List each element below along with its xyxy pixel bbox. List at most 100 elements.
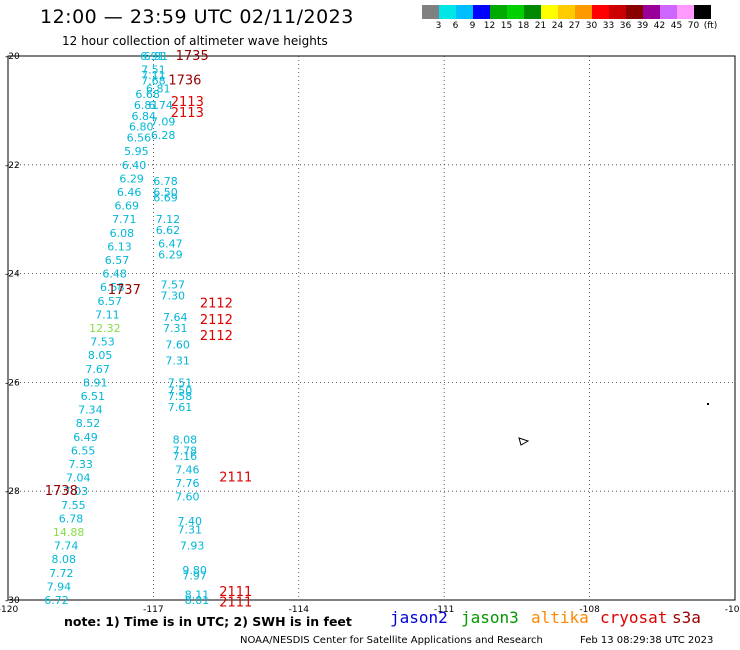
scale-swatch: [660, 5, 677, 19]
wave-height-label: 7.72: [49, 567, 74, 580]
wave-height-label: 7.67: [85, 363, 110, 376]
y-tick-label: -22: [5, 161, 20, 171]
footnote: note: 1) Time is in UTC; 2) SWH is in fe…: [64, 614, 352, 629]
wave-height-label: 7.64: [163, 311, 188, 324]
scale-label: 42: [653, 21, 666, 31]
wave-height-label: 7.68: [141, 74, 166, 87]
x-tick-label: -105: [725, 605, 740, 615]
scale-swatch: [558, 5, 575, 19]
scale-label: 18: [517, 21, 530, 31]
wave-height-label: 7.71: [112, 213, 137, 226]
wave-height-label: 7.57: [161, 278, 186, 291]
wave-height-label: 6.55: [71, 444, 96, 457]
scale-swatch: [524, 5, 541, 19]
wave-height-label: 6.50: [153, 186, 178, 199]
wave-height-label: 6.91: [140, 50, 165, 63]
wave-height-label: 9.80: [182, 564, 207, 577]
scale-swatch: [626, 5, 643, 19]
scale-label: 27: [568, 21, 581, 31]
scale-label: 21: [534, 21, 547, 31]
wave-height-label: 7.30: [161, 289, 186, 302]
wave-height-label: 7.93: [180, 540, 205, 553]
scale-label: 24: [551, 21, 564, 31]
wave-height-label: 7.60: [175, 491, 200, 504]
scale-label: 3: [435, 21, 442, 31]
wave-height-label: 6.57: [105, 254, 130, 267]
wave-height-label: 8.08: [173, 434, 198, 447]
scale-label: 39: [636, 21, 649, 31]
scale-label: 15: [500, 21, 513, 31]
cryosat-time-label: 2113: [171, 106, 204, 121]
x-tick-label: -120: [0, 605, 18, 615]
s3a-time-label: 1735: [176, 49, 209, 64]
wave-height-label: 7.03: [64, 485, 89, 498]
wave-height-label: 7.46: [175, 463, 200, 476]
wave-height-label: 14.88: [53, 526, 85, 539]
wave-height-label: 6.49: [73, 431, 98, 444]
wave-height-label: 7.94: [47, 580, 72, 593]
scale-label: 6: [452, 21, 459, 31]
x-tick-label: -111: [434, 605, 454, 615]
wave-height-label: 7.61: [168, 401, 193, 414]
wave-height-label: 8.05: [88, 349, 113, 362]
wave-height-label: 7.76: [175, 477, 200, 490]
wave-height-label: 7.97: [182, 570, 207, 583]
x-tick-label: -114: [289, 605, 310, 615]
scale-label: (ft): [703, 21, 718, 31]
scale-swatch: [507, 5, 524, 19]
wave-height-label: 7.78: [173, 444, 198, 457]
scale-label: 33: [602, 21, 615, 31]
scale-swatch: [422, 5, 439, 19]
cryosat-time-label: 2111: [219, 596, 252, 611]
scale-swatch: [592, 5, 609, 19]
scale-label: 36: [619, 21, 632, 31]
wave-height-label: 6.46: [117, 186, 142, 199]
y-tick-label: -26: [5, 378, 20, 388]
wave-height-label: 6.69: [153, 191, 178, 204]
wave-height-label: 6.91: [144, 50, 169, 63]
wave-height-color-scale: [422, 5, 711, 19]
wave-height-label: 7.58: [168, 390, 193, 403]
wave-height-label: 8.52: [76, 417, 101, 430]
wave-height-label: 6.48: [102, 268, 127, 281]
y-tick-label: -24: [5, 270, 20, 280]
wave-height-label: 6.47: [158, 238, 183, 251]
wave-height-label: 7.60: [165, 338, 190, 351]
scale-swatch: [456, 5, 473, 19]
wave-height-label: 7.09: [151, 115, 176, 128]
wave-height-label: 6.78: [59, 512, 84, 525]
wave-height-label: 7.34: [78, 404, 103, 417]
wave-height-label: 6.13: [107, 240, 132, 253]
wave-height-label: 7.51: [141, 64, 166, 77]
scale-label: 70: [687, 21, 700, 31]
wave-height-label: 6.62: [156, 224, 181, 237]
wave-height-label: 6.72: [44, 594, 69, 607]
wave-height-label: 6.81: [134, 99, 159, 112]
wave-height-label: 6.08: [110, 227, 135, 240]
wave-height-label: 7.31: [163, 322, 188, 335]
wave-height-label: 7.11: [141, 69, 166, 82]
scale-label: 45: [670, 21, 683, 31]
wave-height-label: 7.33: [68, 458, 93, 471]
cryosat-time-label: 2113: [171, 95, 204, 110]
wave-height-label: 7.31: [178, 523, 203, 536]
scale-swatch: [694, 5, 711, 19]
island-dot: [707, 403, 709, 405]
cryosat-time-label: 2112: [200, 297, 233, 312]
generated-timestamp: Feb 13 08:29:38 UTC 2023: [580, 635, 714, 646]
y-tick-label: -30: [5, 596, 20, 606]
wave-height-label: 8.91: [83, 376, 108, 389]
x-tick-label: -117: [143, 605, 163, 615]
wave-height-label: 6.51: [81, 390, 106, 403]
wave-height-label: 8.01: [185, 594, 210, 607]
wave-height-label: 6.56: [127, 132, 152, 145]
scale-swatch: [643, 5, 660, 19]
satellite-legend-cryosat: cryosat: [600, 608, 668, 627]
s3a-time-label: 1736: [168, 73, 201, 88]
wave-height-label: 7.04: [66, 472, 91, 485]
cryosat-time-label: 2111: [219, 585, 252, 600]
wave-height-label: 6.57: [98, 295, 123, 308]
wave-height-label: 7.40: [178, 515, 203, 528]
scale-swatch: [541, 5, 558, 19]
